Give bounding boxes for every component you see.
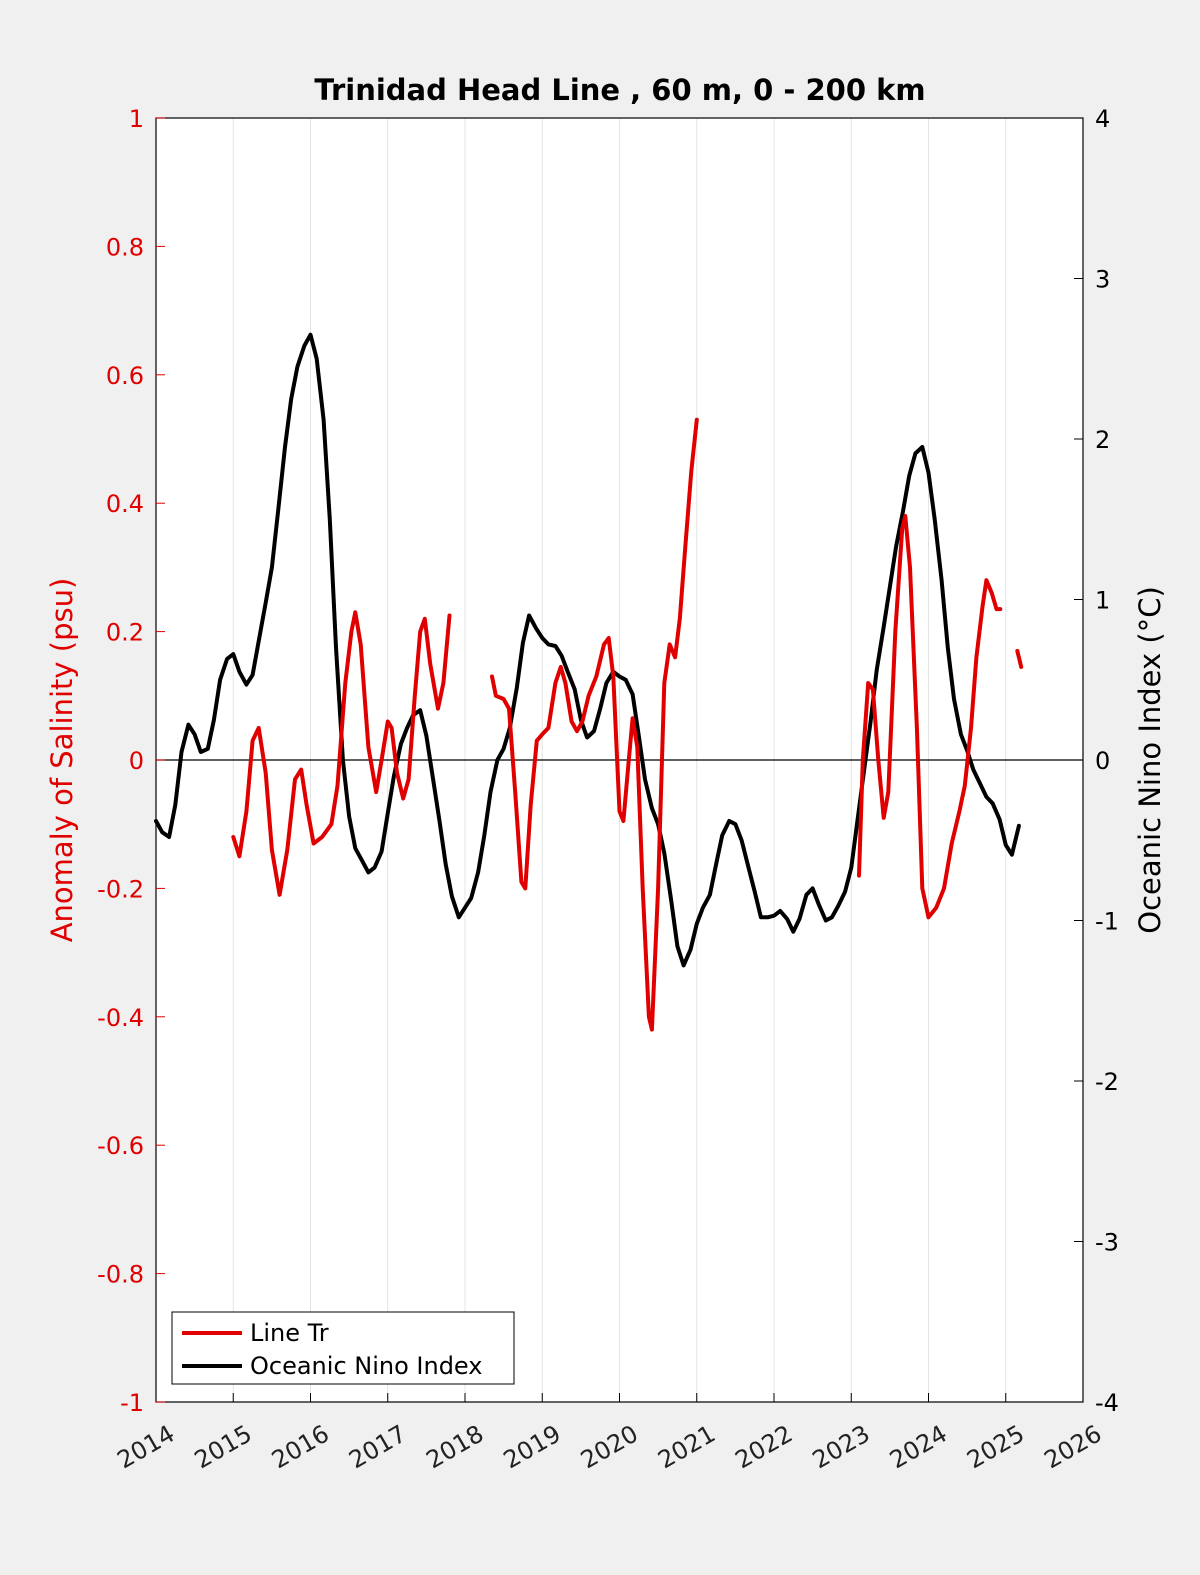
x-tick-label-2024: 2024: [885, 1419, 952, 1474]
x-axis-ticks: 2014 2015 2016 2017 2018 2019 2020 2021 2022 2023…: [113, 1393, 1107, 1474]
y-right-tick-label-1: 1: [1095, 587, 1110, 615]
y-left-axis-ticks: -1 -0.8 -0.6 -0.4 -0.2 0 0.2 0.4 0.6 0.8 1: [97, 105, 165, 1417]
x-tick-label-2018: 2018: [422, 1419, 489, 1474]
series-oni-segment-1: [154, 332, 1021, 968]
y-left-tick-label-0: 0: [129, 747, 144, 775]
y-right-axis-label: Oceanic Nino Index (°C): [1133, 586, 1167, 934]
series-line-tr-segment-3: [857, 514, 1003, 920]
legend: Line Tr Oceanic Nino Index: [171, 1311, 515, 1385]
x-tick-label-2014: 2014: [113, 1419, 180, 1474]
y-left-tick-label--0.8: -0.8: [97, 1261, 144, 1289]
y-left-axis-label: Anomaly of Salinity (psu): [45, 578, 79, 943]
y-right-tick-label--3: -3: [1095, 1229, 1119, 1257]
series-layer: [154, 332, 1024, 1032]
y-left-tick-label-0.4: 0.4: [106, 490, 144, 518]
y-right-tick-label--2: -2: [1095, 1068, 1119, 1096]
y-left-tick-label--0.6: -0.6: [97, 1132, 144, 1160]
y-right-tick-label-0: 0: [1095, 747, 1110, 775]
y-right-tick-label-4: 4: [1095, 105, 1110, 133]
y-left-tick-label-0.8: 0.8: [106, 233, 144, 261]
y-right-axis-ticks: -4 -3 -2 -1 0 1 2 3 4: [1074, 105, 1119, 1417]
legend-oni-label: Oceanic Nino Index: [250, 1352, 482, 1380]
series-line-tr-segment-1: [231, 610, 452, 897]
y-right-tick-label-2: 2: [1095, 426, 1110, 454]
x-tick-label-2015: 2015: [190, 1419, 257, 1474]
y-left-tick-label-1: 1: [129, 105, 144, 133]
y-left-tick-label--0.4: -0.4: [97, 1004, 144, 1032]
y-right-tick-label--4: -4: [1095, 1389, 1119, 1417]
y-left-tick-label-0.6: 0.6: [106, 362, 144, 390]
x-tick-label-2025: 2025: [962, 1419, 1029, 1474]
y-right-tick-label-3: 3: [1095, 266, 1110, 294]
series-line-tr-segment-2: [490, 417, 699, 1032]
x-tick-label-2021: 2021: [653, 1419, 720, 1474]
y-right-tick-label--1: -1: [1095, 908, 1119, 936]
series-line-tr-segment-4: [1015, 648, 1024, 669]
x-tick-label-2017: 2017: [344, 1419, 411, 1474]
x-tick-label-2022: 2022: [731, 1419, 798, 1474]
x-tick-label-2016: 2016: [267, 1419, 334, 1474]
y-left-tick-label--1: -1: [120, 1389, 144, 1417]
x-tick-label-2023: 2023: [808, 1419, 875, 1474]
y-left-tick-label-0.2: 0.2: [106, 619, 144, 647]
x-tick-label-2020: 2020: [576, 1419, 643, 1474]
legend-line-tr-label: Line Tr: [250, 1319, 329, 1347]
chart-title: Trinidad Head Line , 60 m, 0 - 200 km: [314, 73, 925, 107]
x-tick-label-2026: 2026: [1040, 1419, 1107, 1474]
y-left-tick-label--0.2: -0.2: [97, 875, 144, 903]
x-tick-label-2019: 2019: [499, 1419, 566, 1474]
legend-box: [171, 1311, 515, 1385]
